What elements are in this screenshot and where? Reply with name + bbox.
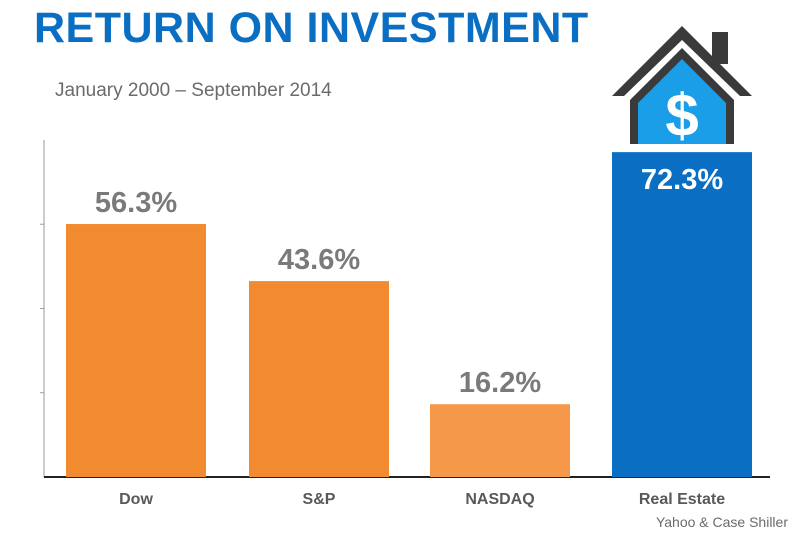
bar-nasdaq xyxy=(430,404,570,477)
data-label: 56.3% xyxy=(95,187,177,219)
chart-bars xyxy=(66,152,752,477)
category-label: Real Estate xyxy=(639,491,725,508)
chart-title: RETURN ON INVESTMENT xyxy=(34,4,589,52)
bar-real-estate xyxy=(612,152,752,477)
house-dollar-icon: $ xyxy=(612,26,752,150)
data-label: 16.2% xyxy=(459,367,541,399)
chart-subtitle: January 2000 – September 2014 xyxy=(55,80,332,101)
bar-s-p xyxy=(249,281,389,477)
bar-dow xyxy=(66,224,206,477)
category-label: Dow xyxy=(119,491,153,508)
category-label: NASDAQ xyxy=(465,491,534,508)
chart-data-labels: 56.3% 43.6% 16.2% 72.3% xyxy=(95,164,723,399)
source-credit: Yahoo & Case Shiller xyxy=(655,514,788,530)
data-label: 43.6% xyxy=(278,244,360,276)
category-label: S&P xyxy=(303,491,336,508)
svg-text:$: $ xyxy=(665,82,698,149)
chart-category-labels: Dow S&P NASDAQ Real Estate xyxy=(119,491,725,508)
data-label: 72.3% xyxy=(641,164,723,196)
